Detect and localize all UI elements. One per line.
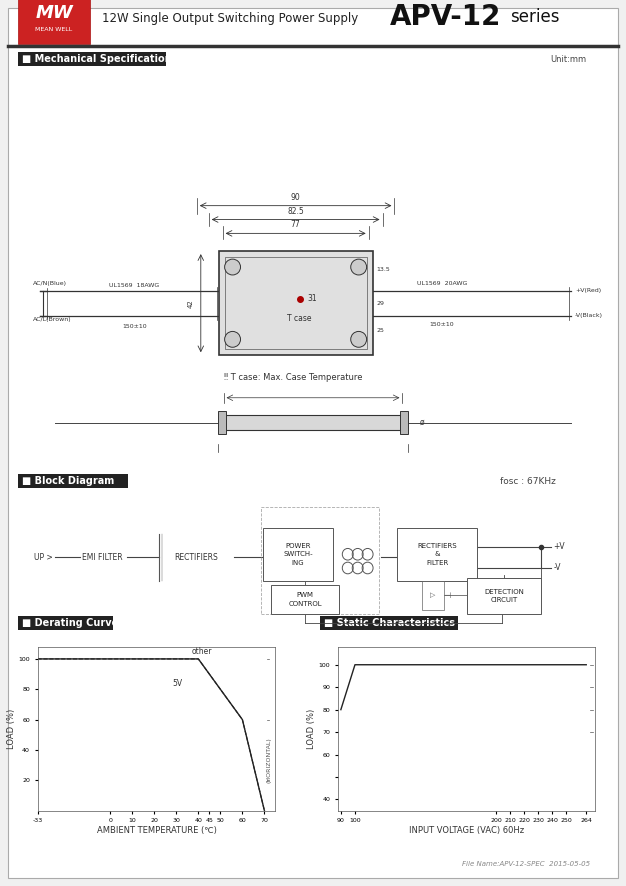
Text: POWER: POWER bbox=[285, 543, 311, 548]
Bar bbox=[223, 415, 403, 431]
Bar bbox=[18, 474, 128, 488]
Text: ING: ING bbox=[292, 560, 304, 566]
Text: 25: 25 bbox=[377, 328, 384, 333]
Bar bbox=[320, 616, 458, 630]
Text: (HORIZONTAL): (HORIZONTAL) bbox=[266, 738, 271, 783]
Text: SWITCH-: SWITCH- bbox=[284, 551, 313, 557]
Text: ■ Derating Curve: ■ Derating Curve bbox=[22, 618, 118, 628]
Bar bbox=[218, 410, 225, 434]
Text: 5V: 5V bbox=[172, 680, 182, 688]
Bar bbox=[18, 0, 90, 44]
Text: ⊣: ⊣ bbox=[443, 591, 451, 600]
Text: MEAN WELL: MEAN WELL bbox=[36, 27, 73, 32]
Text: RECTIFIERS: RECTIFIERS bbox=[174, 553, 218, 562]
Text: 31: 31 bbox=[307, 294, 317, 303]
Text: ■ Mechanical Specification: ■ Mechanical Specification bbox=[22, 54, 172, 64]
X-axis label: INPUT VOLTAGE (VAC) 60Hz: INPUT VOLTAGE (VAC) 60Hz bbox=[409, 826, 524, 835]
Text: File Name:APV-12-SPEC  2015-05-05: File Name:APV-12-SPEC 2015-05-05 bbox=[462, 861, 590, 867]
Text: AC/L(Brown): AC/L(Brown) bbox=[33, 316, 71, 322]
Text: series: series bbox=[510, 8, 560, 26]
Text: UP >: UP > bbox=[34, 553, 53, 562]
Text: UL1569  20AWG: UL1569 20AWG bbox=[417, 281, 467, 286]
Bar bbox=[271, 585, 339, 615]
Text: DETECTION: DETECTION bbox=[484, 589, 524, 595]
Y-axis label: LOAD (%): LOAD (%) bbox=[6, 709, 16, 749]
Circle shape bbox=[351, 331, 367, 347]
Circle shape bbox=[225, 331, 240, 347]
Bar bbox=[398, 528, 477, 580]
Text: 77: 77 bbox=[290, 221, 300, 229]
Text: -V: -V bbox=[553, 563, 561, 572]
Text: 90: 90 bbox=[290, 193, 300, 202]
Text: T case: T case bbox=[287, 314, 312, 323]
Bar bbox=[18, 52, 166, 66]
Text: APV-12: APV-12 bbox=[390, 3, 501, 31]
Text: ‼ T case: Max. Case Temperature: ‼ T case: Max. Case Temperature bbox=[223, 373, 362, 382]
Text: ■ Block Diagram: ■ Block Diagram bbox=[22, 476, 115, 486]
Text: 150±10: 150±10 bbox=[122, 323, 146, 329]
Text: ■ Static Characteristics: ■ Static Characteristics bbox=[324, 618, 455, 628]
X-axis label: AMBIENT TEMPERATURE (℃): AMBIENT TEMPERATURE (℃) bbox=[96, 826, 217, 835]
Text: ▷: ▷ bbox=[431, 593, 436, 598]
Bar bbox=[225, 257, 367, 349]
Y-axis label: LOAD (%): LOAD (%) bbox=[307, 709, 316, 749]
Bar bbox=[422, 580, 444, 610]
Text: FILTER: FILTER bbox=[426, 560, 448, 566]
Text: 82.5: 82.5 bbox=[287, 206, 304, 215]
Text: PWM: PWM bbox=[297, 593, 314, 598]
Text: UL1569  18AWG: UL1569 18AWG bbox=[109, 283, 160, 288]
Bar bbox=[262, 507, 379, 615]
Text: ø: ø bbox=[420, 417, 425, 426]
Bar bbox=[18, 616, 113, 630]
Text: 150±10: 150±10 bbox=[430, 322, 454, 327]
Text: Unit:mm: Unit:mm bbox=[550, 55, 586, 64]
Bar bbox=[264, 528, 333, 580]
Text: EMI FILTER: EMI FILTER bbox=[82, 553, 123, 562]
Text: 29: 29 bbox=[377, 301, 384, 307]
Text: other: other bbox=[192, 648, 212, 657]
Text: &: & bbox=[434, 551, 440, 557]
Text: 42: 42 bbox=[188, 299, 194, 307]
Text: RECTIFIERS: RECTIFIERS bbox=[418, 543, 457, 548]
Text: 12W Single Output Switching Power Supply: 12W Single Output Switching Power Supply bbox=[102, 12, 358, 25]
Text: +V(Red): +V(Red) bbox=[575, 288, 601, 293]
Text: -V(Black): -V(Black) bbox=[575, 313, 603, 318]
Text: fosc : 67KHz: fosc : 67KHz bbox=[500, 477, 556, 486]
Bar bbox=[401, 410, 408, 434]
Text: CIRCUIT: CIRCUIT bbox=[491, 597, 518, 603]
Text: 13.5: 13.5 bbox=[377, 267, 390, 271]
Circle shape bbox=[225, 259, 240, 275]
Bar bbox=[218, 252, 372, 355]
Bar bbox=[467, 578, 541, 615]
Text: AC/N(Blue): AC/N(Blue) bbox=[33, 281, 67, 286]
Circle shape bbox=[351, 259, 367, 275]
Text: CONTROL: CONTROL bbox=[288, 601, 322, 607]
Text: MW: MW bbox=[35, 4, 73, 22]
Text: +V: +V bbox=[553, 542, 565, 551]
